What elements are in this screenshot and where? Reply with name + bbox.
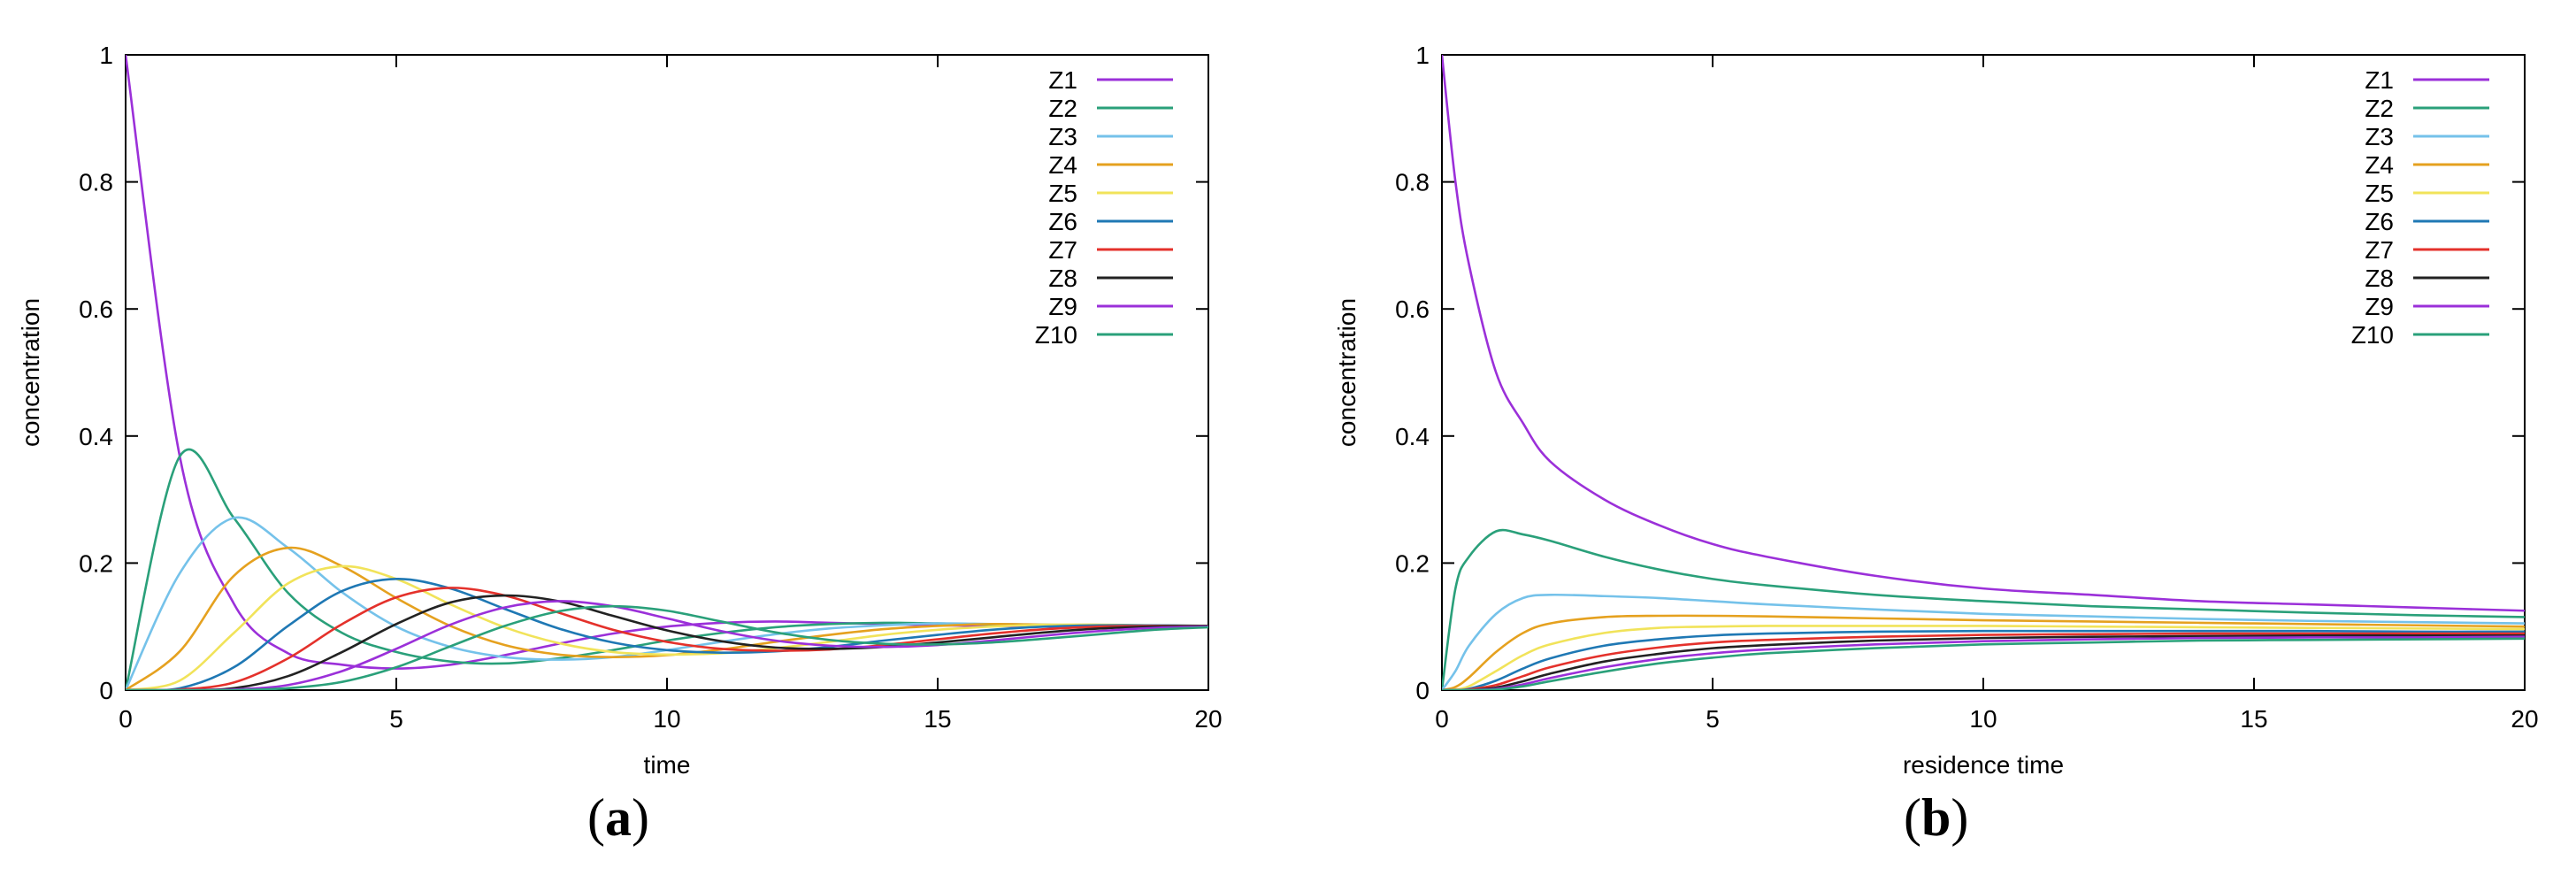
- series-line-z1: [1442, 55, 2525, 612]
- legend-label: Z6: [1048, 208, 1077, 235]
- legend-label: Z10: [1035, 321, 1077, 349]
- panel-label-b: (b): [1904, 788, 1969, 847]
- legend-label: Z1: [1048, 66, 1077, 94]
- series-line-z9: [126, 600, 1208, 690]
- x-tick-label: 5: [1706, 705, 1720, 733]
- plot-frame: [125, 54, 1209, 691]
- legend-label: Z3: [1048, 123, 1077, 150]
- legend-label: Z5: [1048, 180, 1077, 207]
- series-line-z1: [126, 55, 1208, 670]
- legend-label: Z8: [1048, 265, 1077, 292]
- legend-label: Z6: [2365, 208, 2394, 235]
- series-line-z3: [126, 516, 1208, 690]
- series-lines: [1442, 55, 2525, 690]
- x-axis-label: residence time: [1903, 751, 2064, 779]
- y-tick-label: 0.6: [1395, 296, 1430, 323]
- legend-label: Z2: [1048, 95, 1077, 122]
- legend-label: Z8: [2365, 265, 2394, 292]
- x-tick-label: 10: [1969, 705, 1997, 733]
- series-line-z4: [1442, 614, 2525, 690]
- x-tick-label: 15: [924, 705, 951, 733]
- panel-label-a-text: a: [604, 788, 632, 847]
- series-line-z8: [126, 594, 1208, 690]
- legend-label: Z7: [2365, 236, 2394, 264]
- series-lines: [126, 55, 1208, 690]
- x-axis-label: time: [644, 751, 691, 779]
- y-axis-label: concentration: [1333, 298, 1361, 447]
- legend-label: Z5: [2365, 180, 2394, 207]
- series-line-z6: [126, 578, 1208, 690]
- series-line-z7: [1442, 632, 2525, 690]
- x-tick-label: 20: [1194, 705, 1222, 733]
- series-line-z2: [1442, 528, 2525, 690]
- y-tick-label: 1: [1415, 42, 1430, 69]
- y-tick-label: 1: [99, 42, 113, 69]
- series-line-z6: [1442, 629, 2525, 690]
- y-tick-label: 0: [99, 677, 113, 704]
- legend-label: Z4: [2365, 151, 2394, 179]
- series-line-z3: [1442, 593, 2525, 690]
- series-line-z10: [126, 604, 1208, 690]
- y-tick-label: 0.8: [79, 169, 113, 196]
- x-tick-label: 20: [2511, 705, 2538, 733]
- legend-label: Z10: [2351, 321, 2394, 349]
- legend-label: Z4: [1048, 151, 1077, 179]
- series-line-z8: [1442, 633, 2525, 690]
- series-line-z4: [126, 546, 1208, 690]
- x-tick-label: 10: [653, 705, 680, 733]
- y-tick-label: 0: [1415, 677, 1430, 704]
- x-tick-label: 5: [389, 705, 403, 733]
- series-line-z5: [1442, 625, 2525, 690]
- x-tick-label: 0: [119, 705, 133, 733]
- y-tick-label: 0.2: [1395, 549, 1430, 577]
- legend-label: Z9: [2365, 293, 2394, 320]
- y-tick-label: 0.2: [79, 549, 113, 577]
- y-tick-label: 0.8: [1395, 169, 1430, 196]
- series-line-z10: [1442, 637, 2525, 690]
- y-tick-label: 0.4: [79, 423, 113, 450]
- panel-label-b-text: b: [1920, 788, 1951, 847]
- chart-panel-b: 0 5 10 15 20 0 0.2 0.4 0.6 0.8 1 residence time conc…: [1333, 42, 2539, 779]
- x-tick-label: 15: [2240, 705, 2267, 733]
- plot-frame: [1441, 54, 2526, 691]
- legend-label: Z3: [2365, 123, 2394, 150]
- x-tick-label: 0: [1435, 705, 1449, 733]
- series-line-z7: [126, 587, 1208, 690]
- legend-label: Z7: [1048, 236, 1077, 264]
- y-axis-label: concentration: [17, 298, 44, 447]
- series-line-z5: [126, 564, 1208, 690]
- y-tick-label: 0.4: [1395, 423, 1430, 450]
- legend-label: Z1: [2365, 66, 2394, 94]
- legend-label: Z2: [2365, 95, 2394, 122]
- panel-label-a: (a): [587, 788, 649, 847]
- chart-panel-a: 0 5 10 15 20 0 0.2 0.4 0.6 0.8 1 time concentration Z…: [17, 42, 1223, 779]
- legend-label: Z9: [1048, 293, 1077, 320]
- y-tick-label: 0.6: [79, 296, 113, 323]
